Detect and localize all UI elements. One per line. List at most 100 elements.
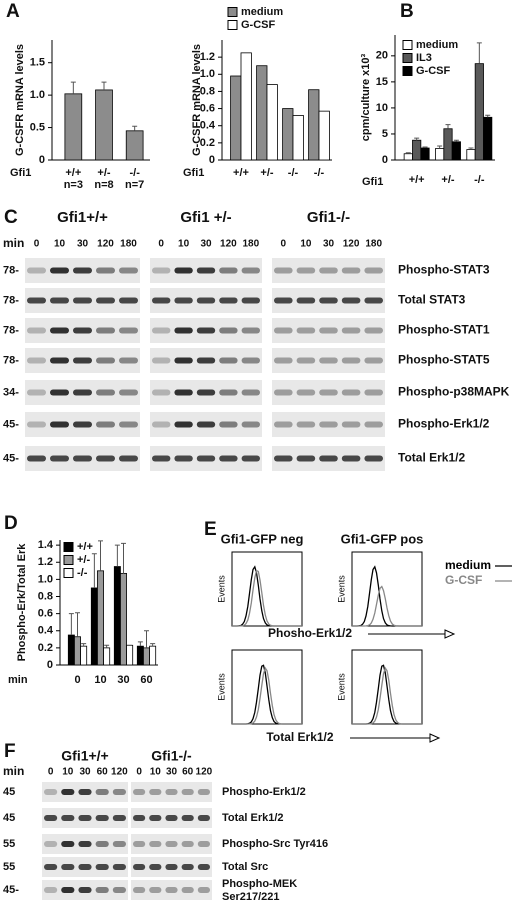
n-label: n=8	[94, 179, 113, 191]
blot-band	[95, 841, 109, 847]
error-bar	[101, 81, 107, 90]
bar	[420, 147, 430, 161]
blot-band	[241, 267, 260, 274]
blot-band	[219, 421, 238, 428]
x-tick-label: -/-	[129, 167, 140, 179]
mw-marker: 45-	[3, 418, 19, 430]
blot-band	[27, 455, 46, 462]
y-tick-label: 0	[39, 154, 45, 166]
bar	[67, 634, 75, 666]
blot-background	[131, 880, 212, 900]
blot-band	[319, 455, 338, 462]
blot-band	[219, 267, 238, 274]
blot-band	[78, 864, 92, 870]
blot-band	[165, 841, 178, 847]
y-tick-label: 0.2	[38, 642, 53, 654]
mw-marker: 45	[3, 812, 15, 824]
blot-band	[181, 887, 194, 893]
blot-band	[219, 297, 238, 304]
lane-label: 180	[120, 239, 137, 250]
blot-band	[319, 327, 338, 334]
error-bar	[104, 644, 110, 648]
blot-band	[152, 297, 171, 304]
blot-band	[196, 357, 216, 364]
blot-band	[174, 267, 193, 274]
bar	[451, 141, 461, 161]
y-axis-label: Events	[216, 575, 226, 603]
bar	[240, 52, 252, 161]
blot-band	[364, 389, 383, 396]
blot-band	[319, 297, 338, 304]
bar	[143, 647, 150, 666]
x-tick-label: +/+	[409, 174, 425, 186]
blot-label: Phospho-Src Tyr416	[222, 838, 328, 850]
blot-band	[274, 421, 293, 428]
blot-band	[96, 455, 115, 462]
blot-band	[197, 815, 210, 821]
blot-band	[219, 389, 238, 396]
blot-band	[181, 841, 194, 847]
blot-band	[73, 357, 92, 364]
arrow-head	[444, 629, 456, 639]
blot-band	[95, 887, 109, 893]
lane-label: 120	[196, 767, 213, 778]
lane-label: 0	[281, 239, 287, 250]
bar	[97, 570, 104, 666]
mw-marker: 45-	[3, 884, 19, 896]
blot-band	[27, 357, 46, 364]
blot-band	[197, 887, 210, 893]
group-header: Gfi1+/+	[57, 209, 108, 226]
bar	[412, 139, 422, 161]
blot-band	[133, 815, 146, 821]
y-tick-label: 0	[209, 154, 215, 166]
blot-band	[133, 864, 146, 870]
y-tick-label: 0	[382, 154, 388, 166]
bar	[136, 645, 144, 666]
lane-label: 180	[365, 239, 382, 250]
legend-swatch	[402, 53, 413, 63]
bar	[282, 108, 294, 161]
blot-band	[174, 327, 193, 334]
blot-band	[149, 789, 162, 795]
legend-label: G-CSF	[445, 573, 482, 587]
y-tick-label: 1.0	[38, 573, 53, 585]
blot-band	[274, 455, 293, 462]
blot-band	[341, 421, 361, 428]
blot-band	[119, 389, 138, 396]
blot-band	[149, 841, 162, 847]
legend-label: G-CSF	[241, 19, 276, 31]
error-bar	[468, 147, 474, 150]
blot-band	[319, 421, 338, 428]
blot-band	[219, 327, 238, 334]
lane-label: 60	[182, 767, 194, 778]
bar	[308, 89, 320, 161]
flow-column-title: Gfi1-GFP pos	[341, 531, 424, 546]
blot-band	[296, 389, 316, 396]
n-label: n=7	[125, 179, 144, 191]
y-tick-label: 0.6	[38, 608, 53, 620]
x-tick-label: +/-	[97, 167, 110, 179]
blot-band	[274, 327, 293, 334]
histogram-curve	[352, 565, 422, 627]
blot-band	[73, 267, 92, 274]
blot-band	[112, 789, 126, 795]
blot-band	[149, 887, 162, 893]
y-tick-label: 1.2	[200, 51, 215, 63]
blot-band	[174, 357, 193, 364]
flow-column-title: Gfi1-GFP neg	[221, 531, 304, 546]
blot-background	[272, 380, 385, 405]
blot-band	[274, 357, 293, 364]
mw-marker: 45	[3, 786, 15, 798]
blot-label: Phospho-p38MAPK	[398, 385, 510, 399]
histogram-curve	[232, 666, 302, 725]
blot-band	[78, 887, 92, 893]
blot-label: Phospho-Erk1/2	[398, 417, 490, 431]
legend-label: -/-	[77, 567, 88, 579]
blot-band	[152, 421, 171, 428]
blot-band	[296, 357, 316, 364]
legend-label: +/-	[77, 554, 90, 566]
blot-band	[241, 327, 260, 334]
blot-band	[27, 267, 46, 274]
y-axis-label: Events	[336, 575, 346, 603]
